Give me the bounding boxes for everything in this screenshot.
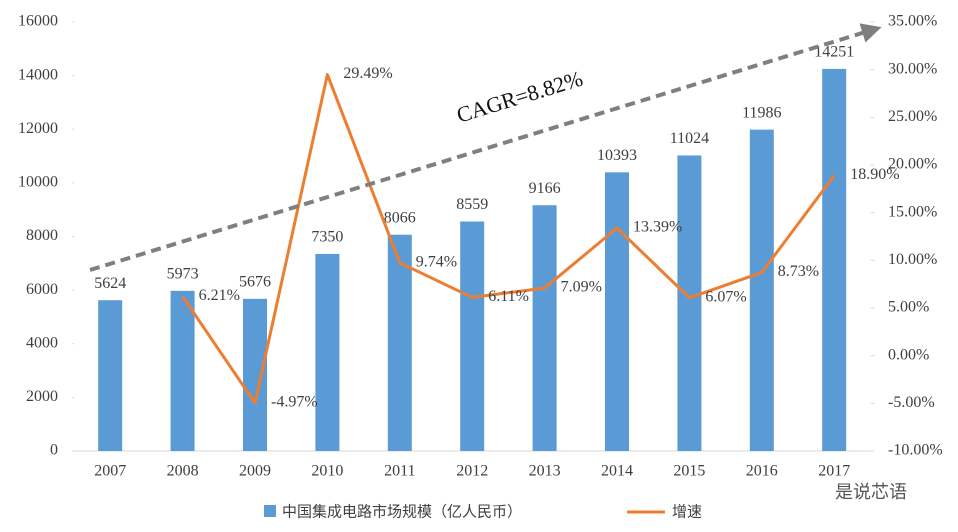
y2-tick-label: 0.00%	[888, 346, 929, 363]
annotation: CAGR=8.82%	[454, 66, 586, 128]
legend-label: 中国集成电路市场规模（亿人民币）	[282, 503, 522, 521]
line-value-label: 6.11%	[488, 288, 529, 305]
bar-value-label: 11024	[670, 130, 709, 147]
line-value-label: 29.49%	[343, 65, 392, 82]
y2-tick-label: 5.00%	[888, 299, 929, 316]
x-tick-label: 2011	[384, 463, 415, 480]
bar-value-label: 10393	[597, 147, 637, 164]
bar	[98, 300, 123, 451]
x-tick-label: 2010	[311, 463, 343, 480]
y2-tick-label: -10.00%	[888, 442, 943, 459]
bar-value-label: 5676	[239, 273, 271, 290]
bar-value-label: 7350	[311, 229, 343, 246]
bar	[532, 205, 557, 451]
y2-tick-label: -5.00%	[888, 394, 935, 411]
bar	[170, 290, 195, 451]
bar	[677, 155, 702, 451]
y-tick-label: 2000	[26, 388, 58, 405]
x-tick-label: 2013	[529, 463, 561, 480]
x-tick-label: 2017	[818, 463, 850, 480]
x-tick-label: 2014	[601, 463, 633, 480]
y-tick-label: 14000	[18, 66, 58, 83]
line-value-label: -4.97%	[271, 394, 318, 411]
y2-tick-label: 25.00%	[888, 108, 937, 125]
y-tick-label: 8000	[26, 227, 58, 244]
legend-swatch	[264, 505, 276, 517]
x-tick-label: 2016	[746, 463, 778, 480]
line-value-label: 7.09%	[561, 279, 602, 296]
line-value-label: 6.21%	[199, 287, 240, 304]
y-tick-label: 6000	[26, 281, 58, 298]
line-value-label: 8.73%	[778, 263, 819, 280]
line-value-label: 13.39%	[633, 219, 682, 236]
x-tick-label: 2015	[673, 463, 705, 480]
x-tick-label: 2008	[167, 463, 199, 480]
line-value-label: 18.90%	[850, 166, 899, 183]
bar-value-label: 5973	[167, 266, 199, 283]
bar-value-label: 5624	[94, 275, 126, 292]
bar-value-label: 11986	[742, 104, 781, 121]
bar-value-label: 8066	[384, 209, 416, 226]
y2-tick-label: 30.00%	[888, 60, 937, 77]
y-tick-label: 10000	[18, 174, 58, 191]
bar	[822, 68, 847, 451]
bar	[605, 172, 629, 451]
y-tick-label: 0	[50, 442, 58, 459]
bar-value-label: 14251	[814, 44, 854, 61]
x-tick-label: 2007	[94, 463, 126, 480]
y-tick-label: 16000	[18, 13, 58, 30]
bar	[243, 298, 267, 451]
legend-label: 增速	[672, 503, 702, 521]
x-tick-label: 2009	[239, 463, 271, 480]
plot-area: 0 2000 4000 6000 8000 10000 12000 14000 16000 -10…	[18, 13, 943, 480]
y2-tick-label: 15.00%	[888, 203, 937, 220]
y2-tick-label: 35.00%	[888, 13, 937, 30]
watermark: 是说芯语	[835, 482, 907, 503]
cagr-arrow	[89, 23, 882, 272]
y2-tick-label: 20.00%	[888, 156, 937, 173]
line	[181, 73, 836, 405]
y-tick-label: 4000	[26, 334, 58, 351]
bar	[749, 129, 774, 452]
line-value-label: 6.07%	[705, 288, 746, 305]
bar-value-label: 9166	[529, 180, 561, 197]
bar	[460, 221, 485, 451]
bar	[315, 253, 340, 451]
bar	[387, 234, 412, 451]
bar-value-label: 8559	[456, 196, 488, 213]
y2-tick-label: 10.00%	[888, 251, 937, 268]
x-tick-label: 2012	[456, 463, 488, 480]
y-tick-label: 12000	[18, 120, 58, 137]
line-value-label: 9.74%	[416, 253, 457, 270]
